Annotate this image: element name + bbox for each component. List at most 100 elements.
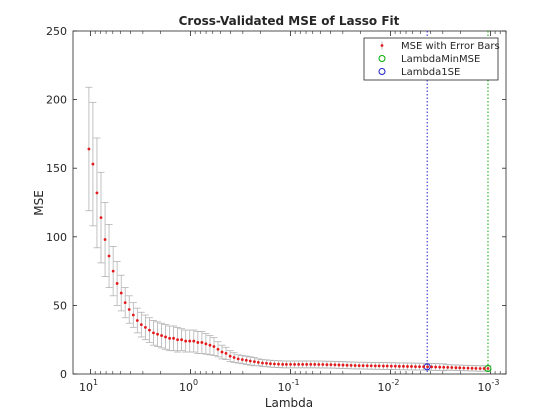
y-tick-label: 200 — [46, 94, 67, 107]
mse-points — [87, 147, 490, 370]
mse-point — [220, 350, 224, 354]
mse-point — [402, 364, 405, 368]
mse-point — [87, 147, 91, 151]
mse-point — [430, 365, 434, 369]
mse-point — [204, 342, 208, 346]
mse-point — [111, 269, 115, 273]
mse-point — [184, 339, 188, 343]
mse-point — [341, 363, 345, 367]
mse-point — [305, 362, 309, 366]
legend-label-lambda-1se: Lambda1SE — [401, 67, 460, 78]
x-tick-exponent: 0 — [193, 378, 198, 387]
mse-point — [261, 361, 264, 365]
mse-point — [91, 162, 95, 166]
mse-point — [196, 341, 200, 344]
mse-point — [273, 362, 276, 366]
x-tick-exponent: -2 — [392, 378, 400, 387]
plot-area — [72, 30, 507, 375]
mse-point — [160, 334, 163, 337]
mse-point — [329, 363, 333, 367]
mse-point — [438, 365, 442, 369]
mse-point — [337, 363, 341, 367]
mse-point — [474, 366, 478, 370]
mse-point — [119, 291, 123, 295]
mse-point — [192, 339, 196, 343]
mse-point — [406, 365, 409, 368]
y-tick-label: 50 — [53, 299, 67, 312]
mse-point — [99, 216, 103, 219]
mse-point — [176, 338, 179, 342]
mse-point — [345, 363, 349, 367]
y-axis-label: MSE — [32, 190, 46, 216]
mse-point — [393, 364, 397, 368]
mse-point — [115, 282, 119, 285]
mse-point — [454, 366, 458, 370]
mse-point — [180, 338, 183, 342]
legend-markers — [378, 41, 386, 75]
mse-point — [377, 364, 381, 368]
mse-point — [482, 367, 486, 370]
mse-point — [325, 363, 329, 367]
mse-point — [434, 365, 438, 369]
mse-point — [248, 359, 252, 363]
mse-point — [333, 363, 337, 367]
mse-point — [123, 301, 127, 305]
x-tick-label: 100 — [179, 378, 198, 394]
mse-point — [144, 325, 147, 329]
mse-point — [369, 364, 373, 368]
mse-point — [410, 365, 413, 368]
mse-point — [265, 361, 268, 365]
mse-point — [293, 362, 297, 366]
mse-point — [216, 347, 220, 351]
mse-point — [168, 336, 172, 340]
mse-point — [365, 364, 369, 368]
x-tick-label: 10-1 — [278, 378, 300, 394]
mse-point — [462, 366, 466, 370]
mse-point — [361, 364, 365, 368]
x-tick-base: 10 — [378, 381, 392, 394]
chart-title: Cross-Validated MSE of Lasso Fit — [179, 14, 400, 28]
y-tick-label: 0 — [60, 368, 67, 381]
mse-point — [208, 343, 212, 347]
mse-point — [228, 354, 232, 358]
mse-point — [148, 328, 151, 332]
mse-point — [152, 331, 155, 335]
mse-point — [156, 332, 159, 336]
mse-point — [135, 319, 139, 322]
legend: MSE with Error Bars LambdaMinMSE Lambda1… — [363, 37, 500, 81]
mse-point — [103, 238, 107, 241]
x-tick-base: 10 — [278, 381, 292, 394]
mse-point — [301, 362, 305, 366]
mse-point — [321, 363, 325, 366]
x-axis-label: Lambda — [265, 396, 313, 410]
mse-point — [381, 364, 385, 368]
mse-point — [277, 362, 280, 366]
mse-point — [244, 358, 248, 362]
mse-point — [450, 366, 454, 369]
mse-point — [131, 313, 135, 317]
mse-point — [422, 365, 425, 369]
mse-point — [486, 367, 490, 370]
mse-point — [414, 365, 417, 368]
y-tick-label: 150 — [46, 162, 67, 175]
mse-point — [200, 341, 204, 344]
mse-point — [252, 360, 256, 364]
y-tick-label: 100 — [46, 231, 67, 244]
mse-point — [357, 364, 361, 368]
x-tick-base: 10 — [179, 381, 193, 394]
mse-point — [385, 364, 389, 368]
x-tick-base: 10 — [478, 381, 492, 394]
mse-point — [285, 362, 288, 366]
mse-point — [317, 363, 321, 366]
legend-box — [363, 37, 499, 81]
mse-point — [95, 191, 99, 195]
mse-point — [256, 360, 260, 364]
x-tick-exponent: -3 — [492, 378, 500, 387]
mse-point — [212, 345, 216, 348]
legend-label-lambda-min-mse: LambdaMinMSE — [401, 54, 480, 65]
mse-point — [313, 362, 317, 366]
mse-point — [232, 356, 236, 359]
x-tick-label: 10-3 — [478, 378, 500, 394]
mse-point — [224, 352, 228, 355]
